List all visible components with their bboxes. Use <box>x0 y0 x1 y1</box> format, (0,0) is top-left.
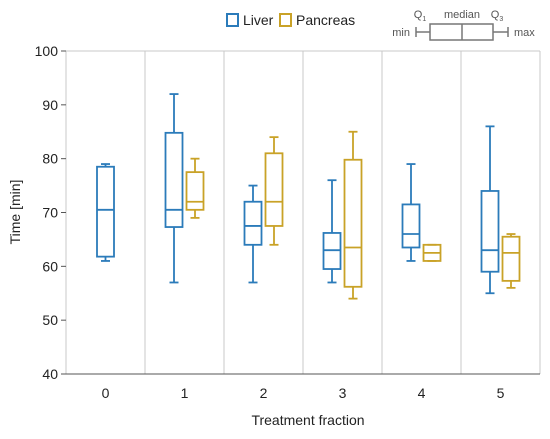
legend: Liver Pancreas <box>226 12 355 28</box>
box-liver-5 <box>480 125 500 295</box>
box-pancreas-2 <box>264 136 284 246</box>
box-iqr <box>401 203 421 249</box>
box-liver-3 <box>322 179 342 284</box>
y-tick-label: 70 <box>42 205 58 221</box>
box-iqr <box>264 152 284 227</box>
box-iqr <box>501 235 521 282</box>
key-q1-letter: Q <box>414 9 423 21</box>
box-liver-2 <box>243 184 263 284</box>
key-min-label: min <box>392 27 410 39</box>
y-tick-label: 100 <box>35 43 59 59</box>
x-tick-label: 5 <box>497 385 505 401</box>
x-axis-title: Treatment fraction <box>251 412 364 428</box>
legend-swatch-pancreas <box>279 13 292 27</box>
x-tick-label: 2 <box>260 385 268 401</box>
axis-layer: 40 50 60 70 80 90 100 0 1 2 3 4 5 <box>35 43 540 401</box>
box-liver-1 <box>164 93 184 284</box>
key-q3-letter: Q <box>491 9 500 21</box>
key-q3-label: Q3 <box>491 9 504 23</box>
x-tick-label: 1 <box>181 385 189 401</box>
box-iqr <box>243 200 263 246</box>
box-liver-4 <box>401 163 421 262</box>
box-pancreas-3 <box>343 130 363 300</box>
legend-label-pancreas: Pancreas <box>296 12 355 28</box>
key-q3-sub: 3 <box>499 16 503 23</box>
x-tick-label: 4 <box>418 385 426 401</box>
key-median-label: median <box>444 9 480 21</box>
box-iqr <box>96 165 115 258</box>
x-tick-label: 3 <box>339 385 347 401</box>
box-iqr <box>185 171 205 211</box>
boxplot-key: min max median Q1 Q3 <box>392 9 535 41</box>
box-pancreas-4 <box>422 243 442 262</box>
legend-label-liver: Liver <box>243 12 274 28</box>
key-max-label: max <box>514 27 535 39</box>
box-iqr <box>164 131 184 228</box>
box-iqr <box>343 158 363 288</box>
y-axis-title: Time [min] <box>7 180 23 245</box>
y-tick-label: 60 <box>42 258 58 274</box>
box-layer <box>96 93 521 300</box>
box-iqr <box>480 190 500 273</box>
legend-swatch-liver <box>226 13 239 27</box>
box-liver-0 <box>96 163 115 262</box>
y-tick-label: 80 <box>42 151 58 167</box>
x-tick-label: 0 <box>102 385 110 401</box>
y-tick-label: 40 <box>42 366 58 382</box>
key-q1-label: Q1 <box>414 9 427 23</box>
key-q1-sub: 1 <box>422 16 426 23</box>
box-pancreas-5 <box>501 233 521 289</box>
y-tick-label: 50 <box>42 312 58 328</box>
y-tick-label: 90 <box>42 97 58 113</box>
box-pancreas-1 <box>185 157 205 219</box>
grid-layer <box>65 50 541 374</box>
